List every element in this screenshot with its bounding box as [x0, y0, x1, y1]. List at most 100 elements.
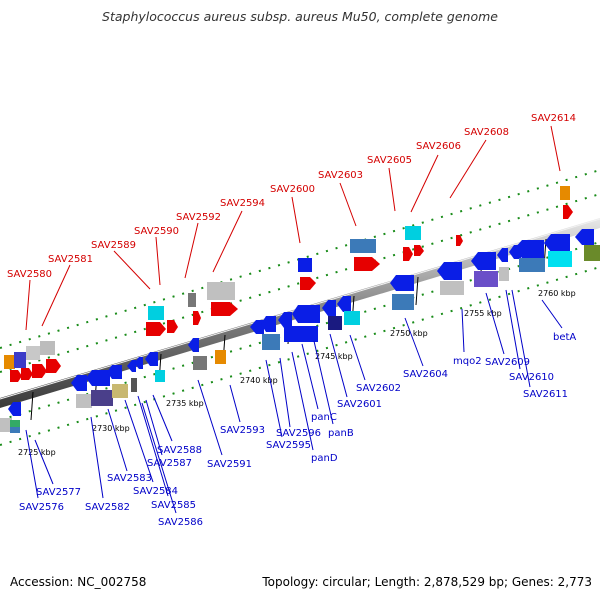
gene-box	[207, 282, 235, 300]
gene-label-SAV2609[interactable]: SAV2609	[485, 357, 530, 368]
gene-box	[584, 245, 600, 261]
scale-label-2755: 2755 kbp	[464, 309, 502, 318]
gene-arrow-reverse	[188, 338, 199, 352]
scale-label-2730: 2730 kbp	[92, 424, 130, 433]
gene-box	[148, 306, 164, 320]
gene-box	[0, 418, 12, 432]
gene-label-SAV2614[interactable]: SAV2614	[531, 113, 576, 124]
gene-label-SAV2580[interactable]: SAV2580	[7, 269, 52, 280]
gene-arrow-reverse	[322, 300, 336, 316]
gene-label-SAV2592[interactable]: SAV2592	[176, 212, 221, 223]
gene-label-SAV2606[interactable]: SAV2606	[416, 141, 461, 152]
gene-label-SAV2581[interactable]: SAV2581	[48, 254, 93, 265]
gene-arrow-forward	[414, 245, 424, 256]
gene-arrow-reverse	[497, 248, 508, 262]
gene-arrow-reverse	[575, 229, 594, 245]
gene-arrow-reverse	[71, 375, 87, 391]
gene-label-SAV2589[interactable]: SAV2589	[91, 240, 136, 251]
gene-label-SAV2596[interactable]: SAV2596	[276, 428, 321, 439]
gene-label-panD[interactable]: panD	[311, 453, 338, 464]
gene-label-SAV2587[interactable]: SAV2587	[147, 458, 192, 469]
gene-arrow-reverse	[134, 357, 143, 369]
map-title: Staphylococcus aureus subsp. aureus Mu50…	[102, 9, 498, 24]
gene-box	[215, 350, 226, 364]
gene-box	[560, 186, 570, 200]
gene-label-SAV2595[interactable]: SAV2595	[266, 440, 311, 451]
top-labels: SAV2580 SAV2581 SAV2589 SAV2590 SAV2592 …	[7, 113, 576, 280]
bottom-leader-lines	[25, 289, 563, 514]
gene-arrow-reverse	[278, 312, 292, 328]
gene-arrow-forward	[46, 359, 61, 373]
gene-label-SAV2582[interactable]: SAV2582	[85, 502, 130, 513]
gene-box	[350, 239, 376, 253]
gene-arrow-reverse	[514, 240, 544, 258]
gene-box	[131, 378, 137, 392]
gene-box	[474, 271, 498, 287]
gene-label-panC[interactable]: panC	[311, 412, 337, 423]
gene-box	[344, 311, 360, 325]
scale-label-2740: 2740 kbp	[240, 376, 278, 385]
gene-box	[499, 267, 509, 281]
gene-box	[26, 346, 40, 360]
gene-arrow-forward	[211, 302, 238, 316]
gene-box	[10, 420, 20, 428]
gene-label-SAV2591[interactable]: SAV2591	[207, 459, 252, 470]
guide-line-bottom-outer	[0, 266, 600, 446]
gene-box	[10, 427, 20, 433]
gene-arrow-forward	[300, 277, 316, 290]
gene-box	[91, 390, 113, 406]
top-strand-genes	[4, 186, 573, 382]
gene-label-SAV2600[interactable]: SAV2600	[270, 184, 315, 195]
scale-label-2750: 2750 kbp	[390, 329, 428, 338]
gene-box	[519, 258, 545, 272]
gene-box	[76, 394, 92, 408]
gene-arrow-forward	[146, 322, 166, 336]
gene-arrow-forward	[193, 311, 201, 325]
gene-box	[188, 293, 196, 307]
gene-arrow-reverse	[127, 360, 136, 372]
guide-line-top-inner	[0, 193, 600, 373]
gene-label-mqo2[interactable]: mqo2	[453, 356, 482, 367]
gene-box	[40, 341, 55, 355]
gene-box	[548, 251, 572, 267]
gene-label-SAV2577[interactable]: SAV2577	[36, 487, 81, 498]
gene-label-panB[interactable]: panB	[328, 428, 354, 439]
gene-label-SAV2603[interactable]: SAV2603	[318, 170, 363, 181]
gene-label-SAV2601[interactable]: SAV2601	[337, 399, 382, 410]
gene-label-SAV2604[interactable]: SAV2604	[403, 369, 448, 380]
gene-label-SAV2608[interactable]: SAV2608	[464, 127, 509, 138]
gene-arrow-reverse	[471, 252, 496, 270]
gene-label-SAV2602[interactable]: SAV2602	[356, 383, 401, 394]
gene-arrow-forward	[21, 368, 33, 380]
gene-label-SAV2576[interactable]: SAV2576	[19, 502, 64, 513]
scale-label-2760: 2760 kbp	[538, 289, 576, 298]
gene-box	[328, 316, 342, 330]
gene-arrow-reverse	[250, 320, 264, 334]
gene-box	[4, 355, 15, 369]
gene-box	[284, 326, 318, 342]
gene-label-SAV2590[interactable]: SAV2590	[134, 226, 179, 237]
gene-label-SAV2610[interactable]: SAV2610	[509, 372, 554, 383]
gene-label-SAV2593[interactable]: SAV2593	[220, 425, 265, 436]
gene-label-SAV2588[interactable]: SAV2588	[157, 445, 202, 456]
gene-box	[155, 370, 165, 382]
guide-line-top-outer	[0, 169, 600, 349]
gene-arrow-forward	[32, 364, 47, 378]
gene-arrow-reverse	[390, 275, 414, 291]
gene-label-SAV2584[interactable]: SAV2584	[133, 486, 178, 497]
gene-label-SAV2583[interactable]: SAV2583	[107, 473, 152, 484]
gene-arrow-forward	[563, 205, 573, 219]
gene-box	[112, 384, 128, 398]
gene-label-SAV2605[interactable]: SAV2605	[367, 155, 412, 166]
bottom-labels: SAV2577 SAV2576 SAV2582 SAV2583 SAV2584 …	[19, 332, 576, 528]
gene-label-SAV2594[interactable]: SAV2594	[220, 198, 265, 209]
gene-arrow-reverse	[292, 305, 320, 323]
gene-label-betA[interactable]: betA	[553, 332, 576, 343]
gene-label-SAV2586[interactable]: SAV2586	[158, 517, 203, 528]
gene-arrow-reverse	[337, 296, 351, 312]
gene-label-SAV2611[interactable]: SAV2611	[523, 389, 568, 400]
gene-arrow-forward	[354, 257, 380, 271]
gene-arrow-reverse	[86, 370, 110, 386]
gene-label-SAV2585[interactable]: SAV2585	[151, 500, 196, 511]
